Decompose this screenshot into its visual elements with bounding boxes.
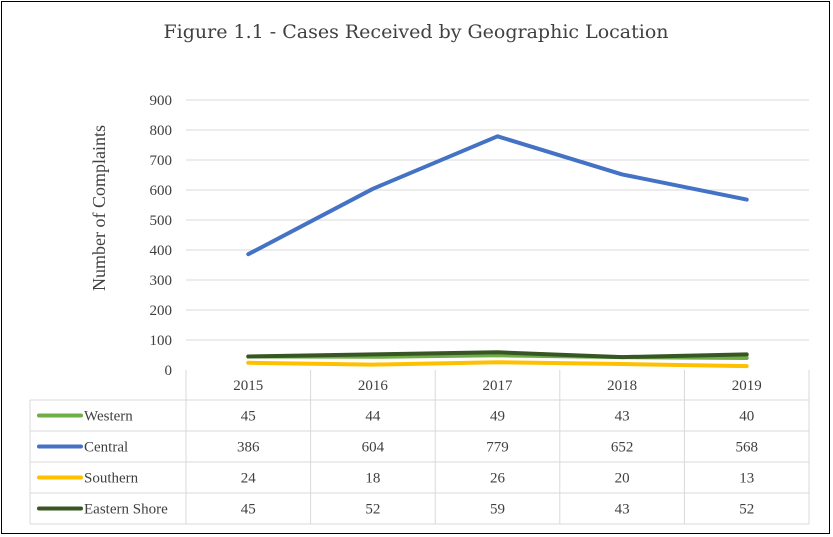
legend-label-central: Central — [84, 440, 128, 456]
data-label-western-2017: 49 — [490, 409, 505, 425]
data-label-southern-2016: 18 — [365, 471, 380, 487]
y-tick-700: 700 — [150, 153, 173, 169]
data-label-southern-2019: 13 — [739, 471, 754, 487]
data-label-eastern-shore-2018: 43 — [615, 502, 630, 518]
data-label-western-2018: 43 — [615, 409, 630, 425]
y-tick-200: 200 — [150, 303, 173, 319]
data-label-western-2015: 45 — [241, 409, 256, 425]
y-tick-400: 400 — [150, 243, 173, 259]
series-line-southern — [246, 360, 749, 369]
series-lines — [246, 134, 749, 369]
data-label-western-2019: 40 — [739, 409, 754, 425]
data-label-eastern-shore-2017: 59 — [490, 502, 505, 518]
x-tick-2015: 2015 — [233, 378, 263, 394]
y-tick-0: 0 — [165, 363, 173, 379]
data-label-eastern-shore-2016: 52 — [365, 502, 380, 518]
y-tick-900: 900 — [150, 93, 173, 109]
series-line-central — [246, 134, 749, 257]
data-label-southern-2017: 26 — [490, 471, 506, 487]
y-tick-500: 500 — [150, 213, 173, 229]
data-label-central-2019: 568 — [735, 440, 758, 456]
data-label-central-2017: 779 — [486, 440, 509, 456]
data-label-central-2015: 386 — [237, 440, 260, 456]
legend-label-western: Western — [84, 409, 133, 425]
legend-label-eastern-shore: Eastern Shore — [84, 502, 168, 518]
data-label-eastern-shore-2015: 45 — [241, 502, 256, 518]
series-line-eastern-shore — [246, 350, 749, 360]
y-tick-100: 100 — [150, 333, 173, 349]
y-tick-800: 800 — [150, 123, 173, 139]
data-label-southern-2015: 24 — [241, 471, 257, 487]
data-label-central-2016: 604 — [362, 440, 385, 456]
x-tick-2018: 2018 — [607, 378, 637, 394]
data-label-western-2016: 44 — [365, 409, 381, 425]
y-tick-labels: 0 100 200 300 400 500 600 700 800 900 — [150, 93, 173, 379]
y-tick-300: 300 — [150, 273, 173, 289]
legend-label-southern: Southern — [84, 471, 139, 487]
data-label-central-2018: 652 — [611, 440, 634, 456]
data-label-southern-2018: 20 — [615, 471, 630, 487]
y-axis-label: Number of Complaints — [89, 125, 109, 291]
y-tick-600: 600 — [150, 183, 173, 199]
chart-title: Figure 1.1 - Cases Received by Geographi… — [163, 21, 668, 43]
data-label-eastern-shore-2019: 52 — [739, 502, 754, 518]
x-tick-2017: 2017 — [483, 378, 514, 394]
x-tick-2019: 2019 — [732, 378, 762, 394]
x-tick-2016: 2016 — [358, 378, 389, 394]
